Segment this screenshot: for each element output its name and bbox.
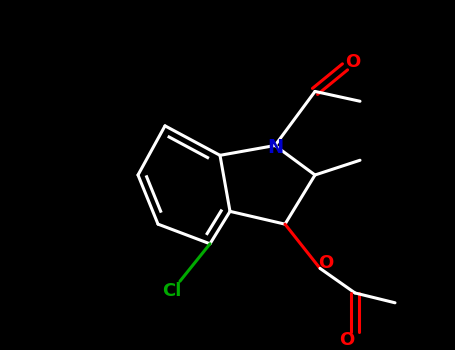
Text: Cl: Cl: [162, 282, 182, 300]
Text: O: O: [318, 254, 334, 272]
Text: O: O: [345, 53, 361, 71]
Text: N: N: [267, 138, 283, 157]
Text: O: O: [339, 331, 354, 349]
